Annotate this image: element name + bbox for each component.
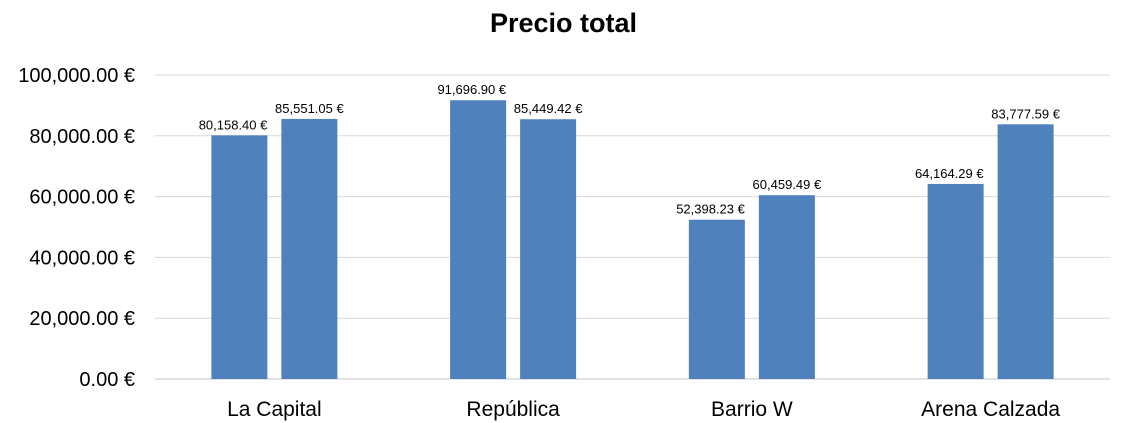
data-label: 80,158.40 € (199, 117, 268, 132)
bar (281, 118, 338, 379)
x-category-label: República (466, 398, 560, 421)
y-tick-label: 20,000.00 € (29, 308, 135, 330)
data-label: 85,449.42 € (514, 101, 583, 116)
bar (758, 195, 815, 379)
data-label: 64,164.29 € (915, 166, 984, 181)
y-tick-label: 0.00 € (79, 369, 135, 391)
chart-title: Precio total (489, 8, 638, 38)
y-tick-label: 80,000.00 € (29, 126, 135, 148)
x-category-label: Barrio W (711, 398, 793, 421)
data-label: 52,398.23 € (676, 202, 745, 217)
y-tick-label: 60,000.00 € (29, 187, 135, 209)
y-tick-label: 40,000.00 € (29, 247, 135, 269)
data-label: 83,777.59 € (991, 106, 1060, 121)
bar (688, 219, 745, 379)
data-label: 85,551.05 € (275, 101, 344, 116)
data-label: 91,696.90 € (437, 82, 506, 97)
x-category-label: La Capital (227, 398, 322, 421)
bar (450, 100, 507, 379)
x-category-label: Arena Calzada (921, 398, 1060, 421)
bar (520, 119, 577, 379)
bar (997, 124, 1054, 379)
data-label: 60,459.49 € (753, 177, 822, 192)
bar (927, 183, 984, 379)
bar (211, 135, 268, 379)
y-tick-label: 100,000.00 € (18, 65, 135, 87)
